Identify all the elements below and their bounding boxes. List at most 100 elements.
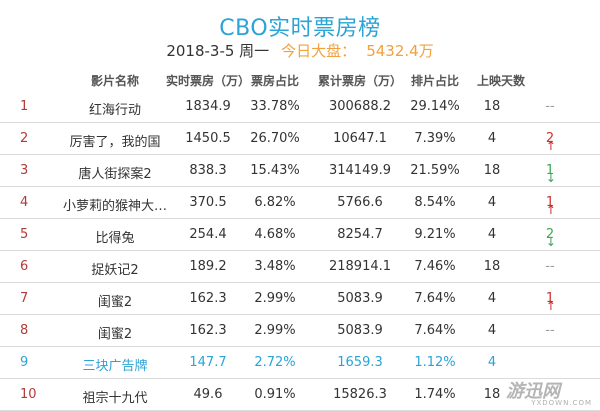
table-row[interactable]: 7 闺蜜2 162.3 2.99% 5083.9 7.64% 4 ↑ 1 (0, 283, 600, 315)
movie-name-cell: 小萝莉的猴神大… (62, 199, 167, 214)
cumulative-box-office-cell: 8254.7 (337, 227, 383, 242)
release-days-cell: 4 (487, 195, 497, 210)
cumulative-box-office-cell: 5083.9 (337, 323, 383, 338)
screening-ratio-cell: 7.64% (414, 291, 456, 306)
rank-cell: 2 (20, 131, 29, 146)
watermark-url: YXDOWN.COM (531, 399, 592, 407)
release-days-cell: 18 (483, 259, 501, 274)
cumulative-box-office-cell: 5766.6 (337, 195, 383, 210)
movie-name-cell: 闺蜜2 (97, 327, 133, 342)
column-header-realtime: 实时票房（万） (166, 74, 251, 88)
watermark-text: 游迅网 (506, 381, 560, 402)
arrow-up-icon: ↑ (545, 139, 556, 153)
screening-ratio-cell: 7.39% (414, 131, 456, 146)
rank-change-cell: ↑ 1 (530, 195, 570, 217)
release-days-cell: 4 (487, 131, 497, 146)
realtime-box-office-cell: 1834.9 (185, 99, 231, 114)
rank-cell: 1 (20, 99, 29, 114)
realtime-box-office-cell: 254.4 (189, 227, 227, 242)
release-days-cell: 18 (483, 387, 501, 402)
rank-cell: 8 (20, 323, 29, 338)
watermark-logo: 游迅网 YXDOWN.COM (506, 377, 592, 407)
cumulative-box-office-cell: 218914.1 (328, 259, 392, 274)
cumulative-box-office-cell: 10647.1 (333, 131, 387, 146)
screening-ratio-cell: 1.12% (414, 355, 456, 370)
table-row[interactable]: 8 闺蜜2 162.3 2.99% 5083.9 7.64% 4 -- (0, 315, 600, 347)
box-office-ratio-cell: 2.99% (254, 291, 296, 306)
box-office-ratio-cell: 0.91% (254, 387, 296, 402)
daily-total-value: 5432.4万 (366, 42, 434, 60)
realtime-box-office-cell: 1450.5 (185, 131, 231, 146)
rank-change-value: 2 (545, 227, 555, 242)
box-office-ratio-cell: 4.68% (254, 227, 296, 242)
movie-name-cell: 红海行动 (88, 103, 141, 118)
table-row[interactable]: 2 厉害了，我的国 1450.5 26.70% 10647.1 7.39% 4 ↑ 2 (0, 123, 600, 155)
screening-ratio-cell: 9.21% (414, 227, 456, 242)
realtime-box-office-cell: 838.3 (189, 163, 227, 178)
release-days-cell: 18 (483, 163, 501, 178)
table-row[interactable]: 6 捉妖记2 189.2 3.48% 218914.1 7.46% 18 -- (0, 251, 600, 283)
rank-cell: 7 (20, 291, 29, 306)
table-header: 影片名称 实时票房（万） 票房占比 累计票房（万） 排片占比 上映天数 (0, 69, 600, 91)
rank-cell: 6 (20, 259, 29, 274)
screening-ratio-cell: 7.46% (414, 259, 456, 274)
box-office-ratio-cell: 6.82% (254, 195, 296, 210)
movie-name-cell: 唐人街探案2 (78, 167, 152, 182)
box-office-table: 1 红海行动 1834.9 33.78% 300688.2 29.14% 18 -- 2 厉害了，… (0, 91, 600, 411)
rank-change-value: -- (545, 99, 555, 114)
rank-change-cell: ↑ 1 (530, 291, 570, 313)
rank-change-cell: ↓ 2 (530, 227, 570, 249)
column-header-cumulative: 累计票房（万） (317, 74, 402, 88)
movie-name-cell: 厉害了，我的国 (69, 135, 161, 150)
cumulative-box-office-cell: 5083.9 (337, 291, 383, 306)
screening-ratio-cell: 7.64% (414, 323, 456, 338)
cumulative-box-office-cell: 15826.3 (333, 387, 387, 402)
release-days-cell: 4 (487, 323, 497, 338)
movie-name-cell: 闺蜜2 (97, 295, 133, 310)
rank-change-value: 1 (545, 195, 555, 210)
rank-change-cell: ↓ 1 (530, 163, 570, 185)
table-row[interactable]: 4 小萝莉的猴神大… 370.5 6.82% 5766.6 8.54% 4 ↑ 1 (0, 187, 600, 219)
rank-change-value: -- (545, 259, 555, 274)
screening-ratio-cell: 29.14% (410, 99, 460, 114)
movie-name-cell: 捉妖记2 (91, 263, 139, 278)
column-header-days: 上映天数 (476, 74, 525, 88)
cumulative-box-office-cell: 314149.9 (328, 163, 392, 178)
rank-cell: 4 (20, 195, 29, 210)
daily-total-label: 今日大盘： (281, 42, 357, 60)
box-office-ratio-cell: 2.72% (254, 355, 296, 370)
rank-cell: 5 (20, 227, 29, 242)
rank-cell: 9 (20, 355, 29, 370)
table-row[interactable]: 3 唐人街探案2 838.3 15.43% 314149.9 21.59% 18 ↓ 1 (0, 155, 600, 187)
box-office-ratio-cell: 3.48% (254, 259, 296, 274)
realtime-box-office-cell: 370.5 (189, 195, 227, 210)
screening-ratio-cell: 8.54% (414, 195, 456, 210)
screening-ratio-cell: 21.59% (410, 163, 460, 178)
cumulative-box-office-cell: 300688.2 (328, 99, 392, 114)
rank-change-cell: -- (530, 99, 570, 114)
realtime-box-office-cell: 49.6 (193, 387, 223, 402)
rank-change-value: 2 (545, 131, 555, 146)
arrow-down-icon: ↓ (545, 235, 556, 249)
rank-cell: 10 (20, 387, 37, 402)
movie-name-cell: 三块广告牌 (82, 359, 148, 374)
column-header-name: 影片名称 (90, 74, 139, 88)
table-row[interactable]: 1 红海行动 1834.9 33.78% 300688.2 29.14% 18 -- (0, 91, 600, 123)
realtime-box-office-cell: 147.7 (189, 355, 227, 370)
rank-change-value: -- (545, 323, 555, 338)
arrow-up-icon: ↑ (545, 299, 556, 313)
movie-name-cell: 祖宗十九代 (82, 391, 148, 406)
arrow-down-icon: ↓ (545, 171, 556, 185)
box-office-ratio-cell: 15.43% (250, 163, 300, 178)
summary-line: 2018-3-5 周一 今日大盘： 5432.4万 (0, 40, 600, 61)
table-row[interactable]: 9 三块广告牌 147.7 2.72% 1659.3 1.12% 4 (0, 347, 600, 379)
box-office-ratio-cell: 26.70% (250, 131, 300, 146)
date-label: 2018-3-5 周一 (166, 42, 270, 60)
rank-change-cell: -- (530, 323, 570, 338)
release-days-cell: 18 (483, 99, 501, 114)
rank-cell: 3 (20, 163, 29, 178)
page-title: CBO实时票房榜 (219, 16, 381, 41)
table-row[interactable]: 5 比得兔 254.4 4.68% 8254.7 9.21% 4 ↓ 2 (0, 219, 600, 251)
rank-change-value: 1 (545, 163, 555, 178)
screening-ratio-cell: 1.74% (414, 387, 456, 402)
